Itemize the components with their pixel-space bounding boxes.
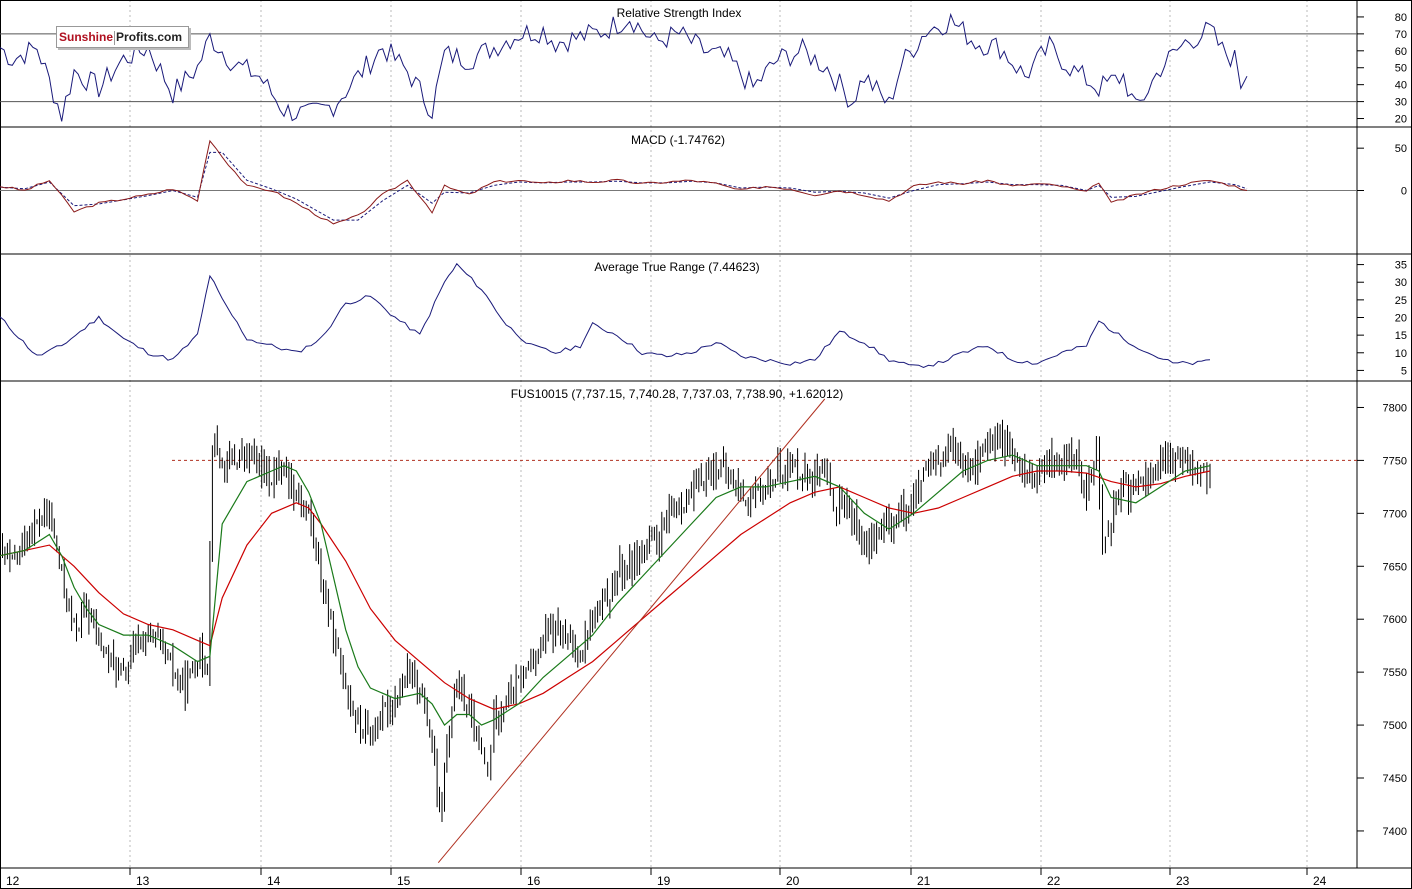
y-tick-label: 7750 xyxy=(1383,455,1407,467)
y-tick-label: 15 xyxy=(1395,330,1407,342)
y-tick-label: 60 xyxy=(1395,46,1407,58)
x-tick-label: 19 xyxy=(657,874,671,888)
price-axis-ticks: 7400 7450 7500 7550 7600 7650 7700 7750 7800 xyxy=(1357,402,1407,838)
y-tick-label: 30 xyxy=(1395,277,1407,289)
y-tick-label: 40 xyxy=(1395,80,1407,92)
atr-axis-ticks: 5 10 15 20 25 30 35 xyxy=(1357,260,1407,377)
x-tick-label: 21 xyxy=(917,874,931,888)
y-tick-label: 7400 xyxy=(1383,826,1407,838)
y-tick-label: 30 xyxy=(1395,97,1407,109)
moving-average-short xyxy=(0,454,1211,727)
x-tick-label: 22 xyxy=(1047,874,1061,888)
y-tick-label: 20 xyxy=(1395,313,1407,325)
macd-title: MACD (-1.74762) xyxy=(631,133,725,147)
price-title: FUS10015 (7,737.15, 7,740.28, 7,737.03, … xyxy=(511,387,844,401)
x-tick-label: 13 xyxy=(136,874,150,888)
gridlines xyxy=(129,0,1308,868)
price-bars xyxy=(0,419,1211,822)
x-tick-label: 14 xyxy=(267,874,281,888)
moving-average-long xyxy=(0,470,1211,710)
support-trendline xyxy=(437,398,826,864)
rsi-levels xyxy=(0,33,1357,103)
y-tick-label: 80 xyxy=(1395,12,1407,24)
macd-signal-line xyxy=(0,151,1248,221)
rsi-line xyxy=(0,12,1248,122)
y-tick-label: 7600 xyxy=(1383,614,1407,626)
rsi-panel: Relative Strength Index 20 30 40 50 60 70 80 xyxy=(0,6,1407,126)
y-tick-label: 50 xyxy=(1395,143,1407,155)
atr-panel: Average True Range (7.44623) 5 10 15 20 25 30… xyxy=(0,260,1407,377)
y-tick-label: 7550 xyxy=(1383,667,1407,679)
y-tick-label: 7500 xyxy=(1383,720,1407,732)
x-tick-label: 16 xyxy=(527,874,541,888)
y-tick-label: 0 xyxy=(1401,186,1407,198)
y-tick-label: 7650 xyxy=(1383,561,1407,573)
rsi-axis-ticks: 20 30 40 50 60 70 80 xyxy=(1357,12,1407,126)
y-tick-label: 35 xyxy=(1395,260,1407,272)
logo-part-1: Sunshine xyxy=(59,30,114,44)
macd-panel: MACD (-1.74762) 50 0 xyxy=(0,133,1407,225)
rsi-title: Relative Strength Index xyxy=(617,6,742,20)
y-tick-label: 25 xyxy=(1395,295,1407,307)
y-tick-label: 7700 xyxy=(1383,508,1407,520)
logo-part-2: Profits.com xyxy=(116,30,183,44)
x-tick-label: 20 xyxy=(786,874,800,888)
y-tick-label: 7800 xyxy=(1383,402,1407,414)
macd-line xyxy=(0,139,1248,225)
y-tick-label: 20 xyxy=(1395,114,1407,126)
y-tick-label: 10 xyxy=(1395,348,1407,360)
y-tick-label: 70 xyxy=(1395,29,1407,41)
sunshine-profits-logo: Sunshine Profits.com xyxy=(56,26,190,48)
atr-title: Average True Range (7.44623) xyxy=(594,260,759,274)
atr-line xyxy=(0,262,1211,369)
x-tick-label: 12 xyxy=(6,874,20,888)
x-tick-label: 24 xyxy=(1313,874,1327,888)
macd-axis-ticks: 50 0 xyxy=(1357,143,1407,198)
date-axis: 12 13 14 15 16 19 20 21 22 23 24 xyxy=(0,868,1327,888)
y-tick-label: 5 xyxy=(1401,365,1407,377)
y-tick-label: 7450 xyxy=(1383,773,1407,785)
price-panel: FUS10015 (7,737.15, 7,740.28, 7,737.03, … xyxy=(0,387,1407,864)
x-tick-label: 23 xyxy=(1176,874,1190,888)
y-tick-label: 50 xyxy=(1395,63,1407,75)
x-tick-label: 15 xyxy=(397,874,411,888)
